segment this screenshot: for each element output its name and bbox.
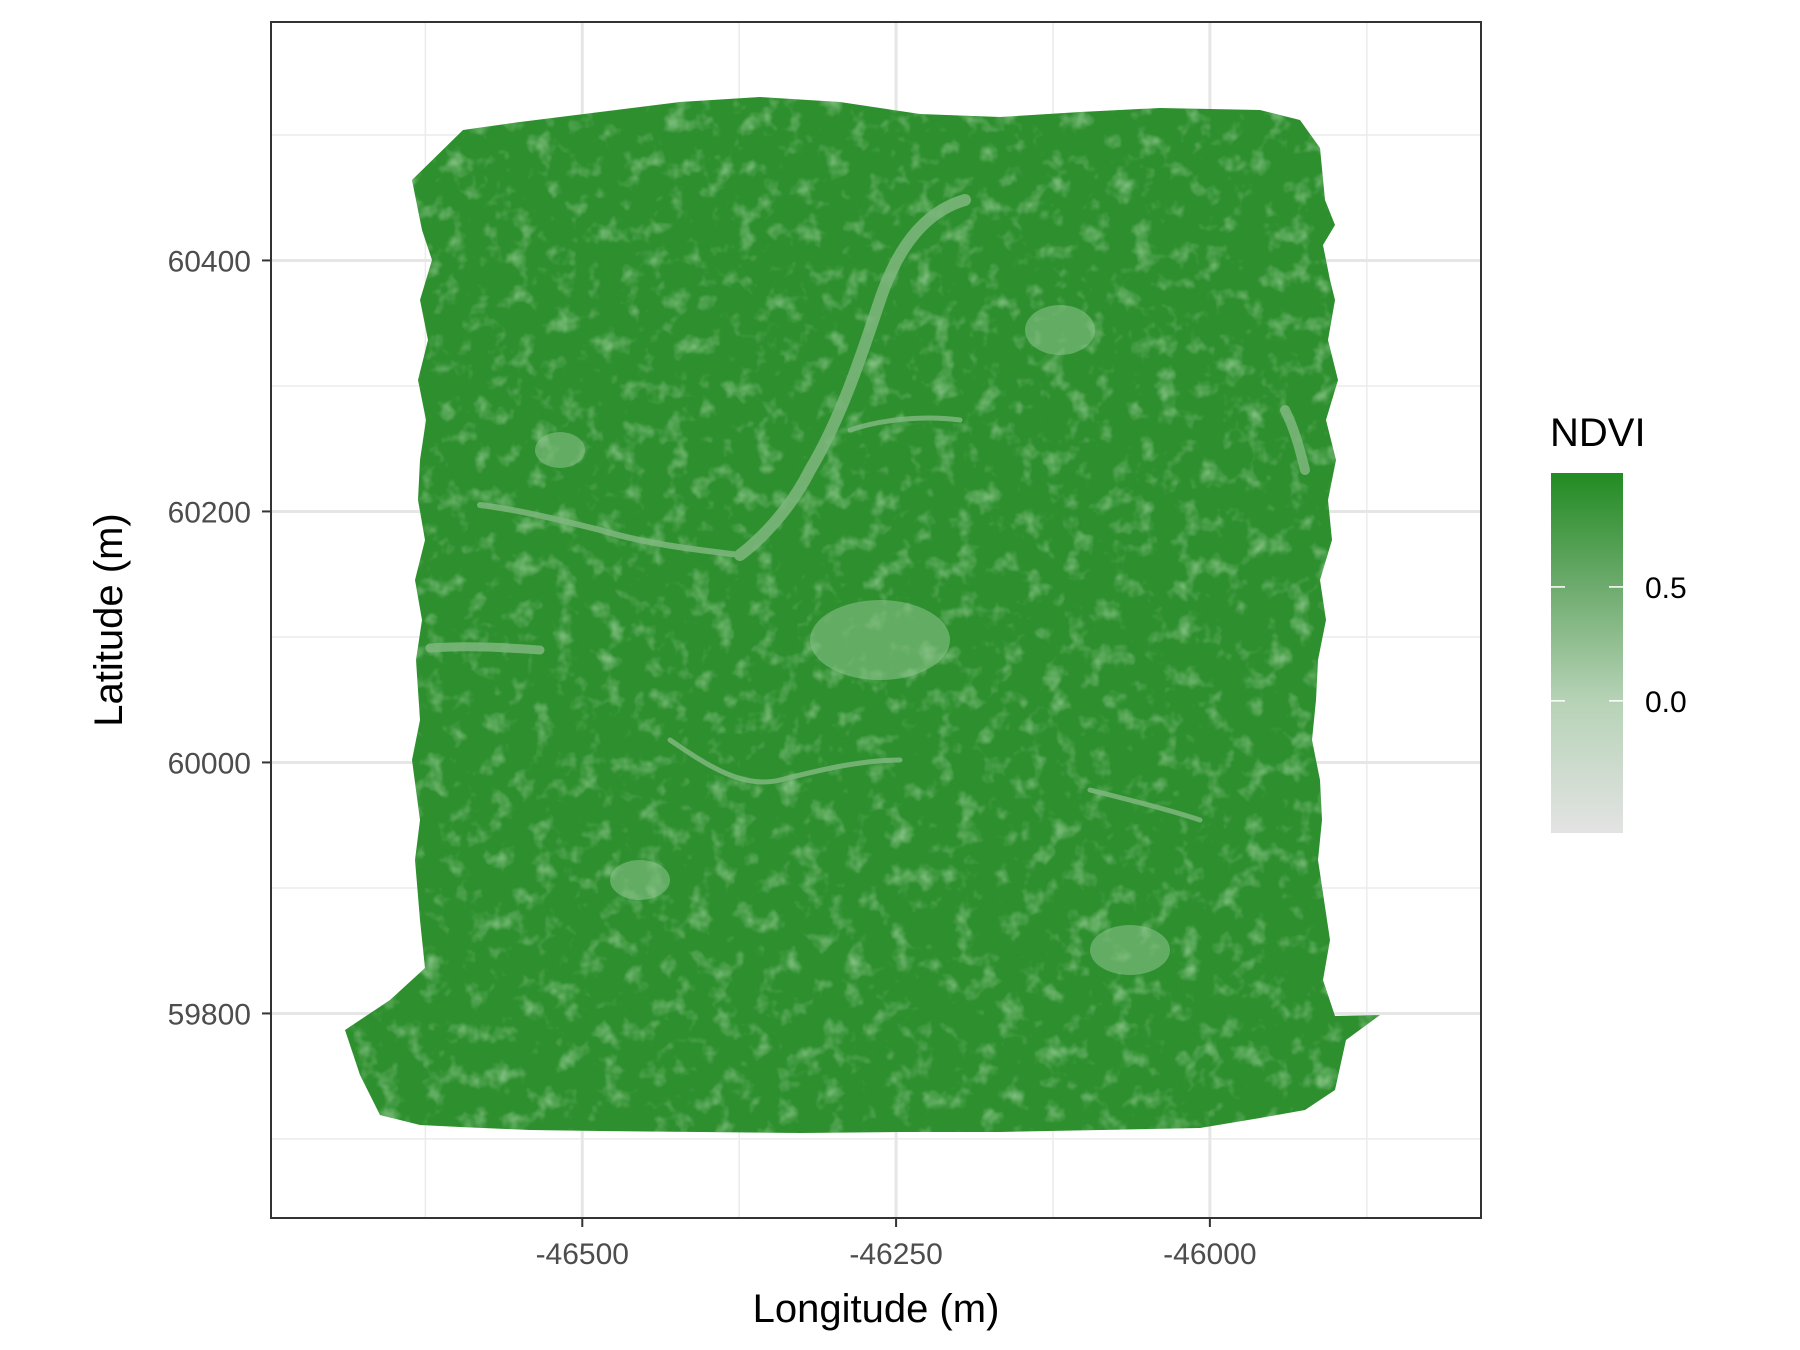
ndvi-low-features	[425, 194, 1310, 823]
x-axis-title: Longitude (m)	[753, 1287, 1000, 1331]
x-axis: -46500 -46250 -46000	[536, 1218, 1257, 1271]
x-tick-label: -46000	[1163, 1238, 1256, 1271]
y-axis: 59800 60000 60200 60400	[168, 245, 271, 1031]
legend-colorbar	[1551, 473, 1623, 833]
y-tick-label: 60200	[168, 496, 251, 529]
y-axis-title: Latitude (m)	[87, 513, 131, 726]
legend-title: NDVI	[1550, 411, 1646, 455]
x-tick-label: -46500	[536, 1238, 629, 1271]
ndvi-legend: NDVI 0.5 0.0	[1550, 411, 1687, 833]
y-tick-label: 59800	[168, 998, 251, 1031]
ndvi-raster	[345, 97, 1380, 1133]
legend-break-label: 0.0	[1645, 686, 1687, 719]
x-tick-label: -46250	[849, 1238, 942, 1271]
legend-breaks: 0.5 0.0	[1551, 572, 1687, 719]
plot-panel-border	[270, 21, 1482, 1219]
legend-break-label: 0.5	[1645, 572, 1687, 605]
y-tick-label: 60400	[168, 245, 251, 278]
ndvi-low-patches	[535, 305, 1170, 975]
y-tick-label: 60000	[168, 747, 251, 780]
